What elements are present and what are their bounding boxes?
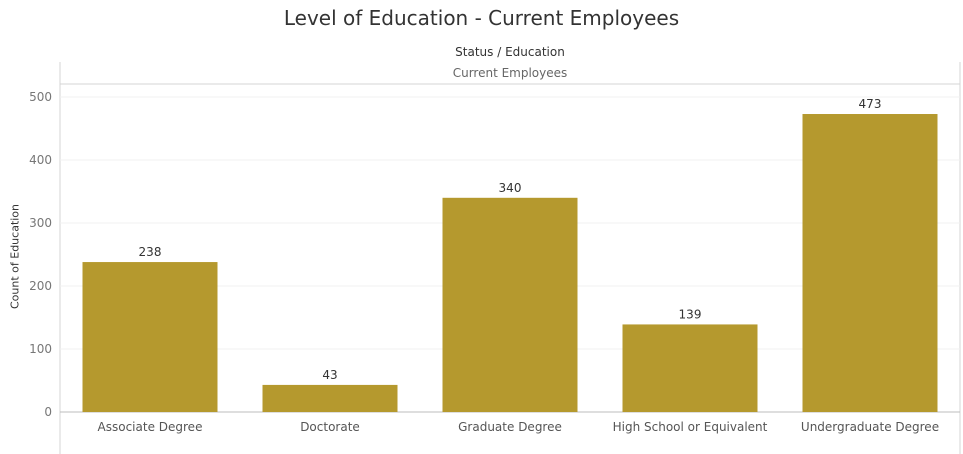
data-label: 238 [139, 245, 162, 259]
data-label: 473 [859, 97, 882, 111]
x-tick-label: Undergraduate Degree [801, 420, 939, 434]
y-tick-label: 500 [29, 90, 52, 104]
y-tick-label: 300 [29, 216, 52, 230]
x-tick-label: Doctorate [300, 420, 360, 434]
x-tick-label: Graduate Degree [458, 420, 562, 434]
bar [622, 324, 758, 412]
data-labels: 238 43 340 139 473 [139, 97, 882, 382]
data-label: 139 [679, 307, 702, 321]
y-tick-label: 100 [29, 342, 52, 356]
column-header: Status / Education [455, 45, 565, 59]
x-axis-ticks: Associate Degree Doctorate Graduate Degree… [98, 420, 940, 434]
bars [82, 114, 938, 412]
y-tick-label: 0 [44, 405, 52, 419]
bar [802, 114, 938, 412]
bar [442, 197, 578, 412]
chart-title: Level of Education - Current Employees [283, 6, 680, 30]
y-axis-ticks: 0 100 200 300 400 500 [29, 90, 52, 419]
data-label: 43 [322, 368, 337, 382]
y-tick-label: 200 [29, 279, 52, 293]
column-group-label: Current Employees [452, 66, 568, 80]
x-tick-label: Associate Degree [98, 420, 203, 434]
x-tick-label: High School or Equivalent [613, 420, 768, 434]
data-label: 340 [499, 181, 522, 195]
bar [262, 384, 398, 412]
bar [82, 262, 218, 412]
y-tick-label: 400 [29, 153, 52, 167]
